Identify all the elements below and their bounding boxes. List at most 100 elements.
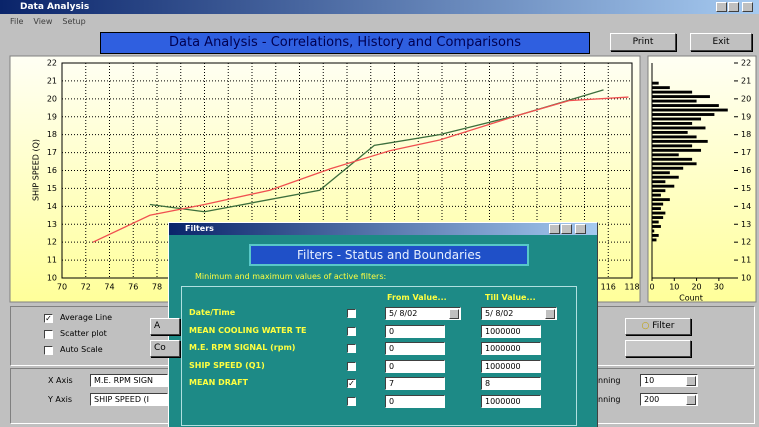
y-tick-label: 14 xyxy=(47,202,57,211)
checkbox-label: Average Line xyxy=(60,313,113,322)
dialog-maximize[interactable] xyxy=(561,224,572,234)
filter-from-field[interactable]: 0 xyxy=(385,394,445,408)
histogram-bar xyxy=(652,171,670,175)
filter-till-field[interactable]: 1000000 xyxy=(481,324,541,338)
binning-value: 200 xyxy=(644,395,660,404)
print-button[interactable]: Print xyxy=(610,33,676,51)
combo-arrow[interactable] xyxy=(686,376,696,386)
y-tick-label: 11 xyxy=(47,256,57,265)
filter-from-field[interactable]: 0 xyxy=(385,359,445,373)
y-tick-label: 11 xyxy=(741,256,751,265)
filter-till-value: 1000000 xyxy=(485,361,521,371)
histogram-bar xyxy=(652,175,679,179)
x-tick-label: 118 xyxy=(624,283,639,292)
exit-button[interactable]: Exit xyxy=(690,33,752,51)
y-axis-field[interactable]: SHIP SPEED (I xyxy=(90,393,168,406)
data-line xyxy=(92,96,629,243)
histogram-bar xyxy=(652,95,710,99)
filter-till-field[interactable]: 1000000 xyxy=(481,359,541,373)
checkbox[interactable] xyxy=(44,330,53,339)
menu-item[interactable]: View xyxy=(33,17,53,26)
y-axis-label: SHIP SPEED (Q) xyxy=(32,139,41,201)
histogram-bar xyxy=(652,180,666,184)
x-tick-label: 76 xyxy=(128,283,138,292)
combo-arrow[interactable] xyxy=(449,309,459,319)
binning-label: nning xyxy=(598,395,621,404)
y-tick-label: 19 xyxy=(47,112,57,121)
dialog-title: Filters xyxy=(185,224,214,233)
y-tick-label: 12 xyxy=(741,238,751,247)
binning-value: 10 xyxy=(644,376,655,385)
filters-dialog: Filters Filters - Status and Boundaries … xyxy=(168,222,598,427)
menu-item[interactable]: Setup xyxy=(62,17,86,26)
y-tick-label: 21 xyxy=(47,76,57,85)
minimize-button[interactable] xyxy=(716,2,727,12)
histogram-bar xyxy=(652,126,706,130)
header-banner: Data Analysis - Correlations, History an… xyxy=(100,32,590,54)
histogram-bar xyxy=(652,225,661,228)
y-tick-label: 16 xyxy=(741,166,751,175)
checkbox-label: Scatter plot xyxy=(60,329,107,338)
y-tick-label: 10 xyxy=(47,274,57,283)
filter-label: M.E. RPM SIGNAL (rpm) xyxy=(189,343,296,352)
checkbox[interactable] xyxy=(44,346,53,355)
filter-button[interactable]: ○ Filter xyxy=(625,318,691,335)
binning-field[interactable]: 200 xyxy=(640,393,698,406)
x-axis-label: X Axis xyxy=(48,376,73,385)
x-tick-label: 78 xyxy=(152,283,162,292)
menu-bar: File View Setup xyxy=(10,17,96,26)
y-tick-label: 22 xyxy=(741,59,751,68)
filter-checkbox[interactable] xyxy=(347,396,356,406)
filter-till-value: 1000000 xyxy=(485,396,521,406)
histogram-bar xyxy=(652,189,666,193)
filter-checkbox[interactable] xyxy=(347,309,356,318)
dialog-minimize[interactable] xyxy=(549,224,560,234)
y-tick-label: 21 xyxy=(741,76,751,85)
x-tick-label: 70 xyxy=(57,283,67,292)
filter-till-field[interactable]: 1000000 xyxy=(481,394,541,408)
y-tick-label: 15 xyxy=(47,184,57,193)
filter-checkbox[interactable] xyxy=(347,344,356,353)
y-tick-label: 19 xyxy=(741,112,751,121)
filter-till-field[interactable]: 5/ 8/02 xyxy=(481,307,557,320)
filter-from-field[interactable]: 5/ 8/02 xyxy=(385,307,461,320)
filter-label: Date/Time xyxy=(189,308,236,317)
x-axis-field[interactable]: M.E. RPM SIGN xyxy=(90,374,168,387)
menu-item[interactable]: File xyxy=(10,17,24,26)
histogram-bar xyxy=(652,202,664,206)
filter-from-field[interactable]: 0 xyxy=(385,324,445,338)
option-button[interactable]: A xyxy=(150,318,180,335)
filter-till-field[interactable]: 8 xyxy=(481,377,541,390)
combo-arrow[interactable] xyxy=(686,395,696,405)
histogram-bar xyxy=(652,211,666,215)
filter-from-field[interactable]: 0 xyxy=(385,342,445,355)
window-title: Data Analysis xyxy=(20,2,90,12)
dialog-close[interactable] xyxy=(575,224,586,234)
close-button[interactable] xyxy=(742,2,753,12)
y-tick-label: 20 xyxy=(47,94,57,103)
filter-till-value: 5/ 8/02 xyxy=(485,309,514,318)
from-column-header: From Value... xyxy=(387,293,447,302)
filter-from-field[interactable]: 7 xyxy=(385,377,445,390)
histogram-bar xyxy=(652,99,697,103)
option-button[interactable]: Co xyxy=(150,340,180,357)
filter-button-label: Filter xyxy=(652,321,675,331)
combo-arrow[interactable] xyxy=(545,309,555,319)
histogram-bar xyxy=(652,207,661,211)
filter-checkbox[interactable] xyxy=(347,361,356,371)
maximize-button[interactable] xyxy=(728,2,739,12)
dialog-heading: Filters - Status and Boundaries xyxy=(249,244,529,266)
binning-field[interactable]: 10 xyxy=(640,374,698,387)
x-tick-label: 116 xyxy=(601,283,616,292)
filter-checkbox[interactable] xyxy=(347,326,356,336)
checkbox-label: Auto Scale xyxy=(60,345,103,354)
dialog-title-bar: Filters xyxy=(169,223,597,235)
histogram-bar xyxy=(652,216,664,219)
checkbox[interactable]: ✓ xyxy=(44,314,53,323)
filter-from-value: 0 xyxy=(389,326,395,336)
filter-till-field[interactable]: 1000000 xyxy=(481,342,541,355)
filter-checkbox[interactable]: ✓ xyxy=(347,379,356,388)
y-tick-label: 12 xyxy=(47,238,57,247)
histogram-bar xyxy=(652,229,655,233)
histogram-bar xyxy=(652,90,693,94)
